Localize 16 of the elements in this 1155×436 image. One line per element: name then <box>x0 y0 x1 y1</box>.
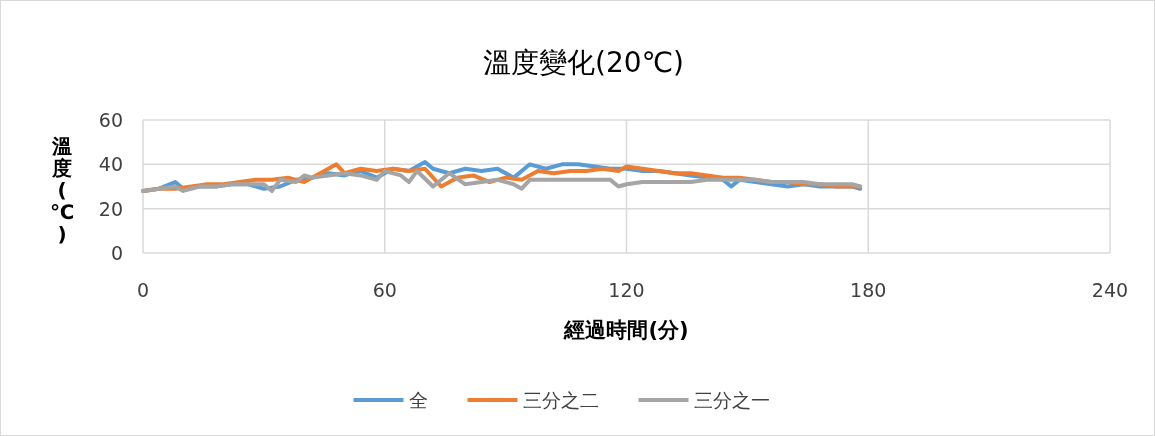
legend-label: 三分之二 <box>522 389 599 411</box>
x-tick-label: 0 <box>136 279 150 301</box>
y-axis-title: 溫度(℃) <box>49 134 75 246</box>
line-series <box>141 168 863 193</box>
x-tick-label: 180 <box>850 279 887 301</box>
y-tick-label: 20 <box>98 197 123 220</box>
chart-title: 溫度變化(20℃) <box>483 46 684 79</box>
y-tick-label: 0 <box>110 242 123 264</box>
y-tick-label: 60 <box>98 109 123 131</box>
x-tick-label: 60 <box>372 279 397 301</box>
y-tick-label: 40 <box>98 153 123 176</box>
legend-label: 全 <box>408 389 428 411</box>
x-tick-label: 120 <box>608 279 645 301</box>
x-tick-label: 240 <box>1091 279 1129 301</box>
x-axis-title: 經過時間(分) <box>563 318 689 342</box>
legend-label: 三分之一 <box>693 389 770 411</box>
